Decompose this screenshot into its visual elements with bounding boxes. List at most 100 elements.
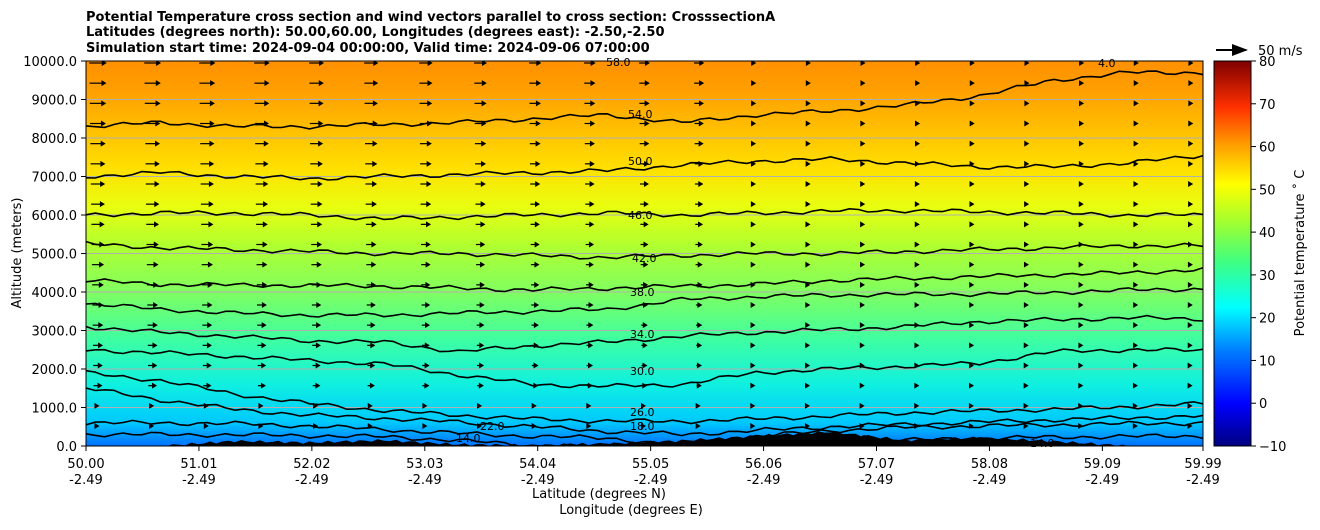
contour-54 [86, 154, 1203, 181]
wind-arrow [89, 100, 107, 107]
wind-arrow [1024, 100, 1030, 107]
wind-arrow [641, 423, 646, 429]
wind-arrow [585, 181, 595, 187]
wind-arrow-head [697, 302, 703, 308]
wind-arrow [312, 322, 322, 329]
wind-arrow [309, 120, 324, 127]
wind-arrow-head [641, 402, 646, 409]
wind-arrow [312, 342, 321, 349]
wind-arrow-head [969, 342, 975, 349]
wind-arrow-head [481, 61, 487, 66]
wind-arrow-head [859, 302, 865, 308]
wind-arrow-head [805, 100, 811, 107]
wind-arrow-head [207, 302, 213, 308]
wind-arrow-head [1023, 261, 1029, 268]
wind-arrow-head [751, 100, 757, 107]
wind-arrow [641, 342, 648, 349]
wind-arrow [474, 61, 487, 66]
wind-arrow-head [1024, 221, 1030, 228]
wind-arrow-head [262, 261, 268, 268]
wind-arrow-head [1133, 61, 1139, 66]
wind-arrow [805, 80, 811, 87]
wind-arrow-head [261, 302, 267, 308]
wind-arrow [420, 181, 432, 187]
wind-arrow-head [1187, 322, 1193, 329]
wind-arrow [750, 221, 756, 228]
wind-arrow [476, 342, 485, 349]
contour-label-50: 50.0 [628, 155, 653, 168]
wind-arrow [914, 382, 920, 389]
wind-arrow-head [750, 261, 756, 268]
x-tick-label-lon: -2.49 [1186, 473, 1220, 488]
wind-arrow [750, 201, 756, 208]
wind-arrow [366, 302, 376, 308]
colorbar-tick-label: −10 [1259, 440, 1286, 455]
wind-arrow [531, 322, 539, 329]
wind-arrow [419, 140, 432, 147]
wind-arrow-head [914, 382, 920, 389]
wind-arrow-head [750, 221, 756, 228]
wind-arrow-head [969, 61, 975, 66]
wind-arrow [530, 160, 541, 167]
wind-arrow [476, 302, 485, 308]
wind-arrow-head [533, 322, 539, 329]
wind-arrow-head [1078, 362, 1084, 369]
wind-arrow [1078, 201, 1084, 208]
wind-arrow-head [152, 362, 158, 369]
x-tick-label-lon: -2.49 [747, 473, 781, 488]
wind-arrow-head [860, 100, 866, 107]
wind-arrow [694, 80, 705, 87]
wind-arrow-head [1079, 80, 1085, 87]
wind-arrow [1133, 100, 1139, 107]
wind-arrow-head [915, 120, 921, 127]
wind-arrow [1188, 120, 1194, 127]
wind-arrow-head [1078, 120, 1084, 127]
wind-arrow-head [969, 281, 975, 288]
wind-arrow-head [969, 140, 975, 147]
wind-arrow-head [372, 100, 378, 107]
wind-arrow [694, 100, 704, 107]
wind-arrow-head [1024, 100, 1030, 107]
wind-arrow-head [424, 362, 430, 369]
wind-arrow [257, 382, 266, 389]
wind-arrow [805, 140, 811, 147]
wind-arrow-head [695, 423, 701, 429]
wind-arrow [750, 302, 756, 308]
wind-arrow [804, 402, 810, 409]
wind-arrow [860, 120, 866, 127]
wind-arrow [695, 221, 704, 228]
wind-arrow-head [1188, 80, 1194, 87]
wind-arrow [256, 302, 267, 308]
wind-arrow-head [1023, 281, 1029, 288]
wind-arrow-head [101, 100, 107, 107]
wind-arrow [364, 61, 379, 66]
x-tick-label-lon: -2.49 [973, 473, 1007, 488]
wind-arrow-head [642, 342, 648, 349]
wind-arrow [90, 160, 106, 167]
x-axis-label-longitude: Longitude (degrees E) [559, 503, 703, 518]
wind-arrow-head [642, 322, 648, 329]
wind-arrow-head [203, 423, 209, 429]
wind-arrow-head [316, 261, 322, 268]
wind-arrow [530, 261, 540, 268]
wind-arrow [859, 322, 865, 329]
wind-arrow [531, 302, 540, 308]
wind-arrow [694, 181, 704, 187]
wind-arrow [310, 201, 323, 208]
wind-arrow [364, 100, 378, 107]
wind-arrow [584, 100, 596, 107]
wind-arrow-head [1024, 160, 1030, 167]
title-line-2: Latitudes (degrees north): 50.00,60.00, … [86, 25, 665, 40]
contour-42 [86, 266, 1203, 293]
wind-arrow [422, 402, 428, 409]
wind-arrow-head [969, 382, 975, 389]
wind-arrow-head [589, 221, 595, 228]
wind-arrow-head [260, 382, 266, 389]
contour-26 [86, 369, 1203, 425]
wind-arrow-head [1078, 322, 1084, 329]
wind-arrow-head [426, 181, 432, 187]
wind-arrow [641, 322, 648, 329]
wind-arrow [146, 201, 160, 208]
wind-arrow-head [427, 61, 433, 66]
wind-arrow [860, 61, 866, 66]
